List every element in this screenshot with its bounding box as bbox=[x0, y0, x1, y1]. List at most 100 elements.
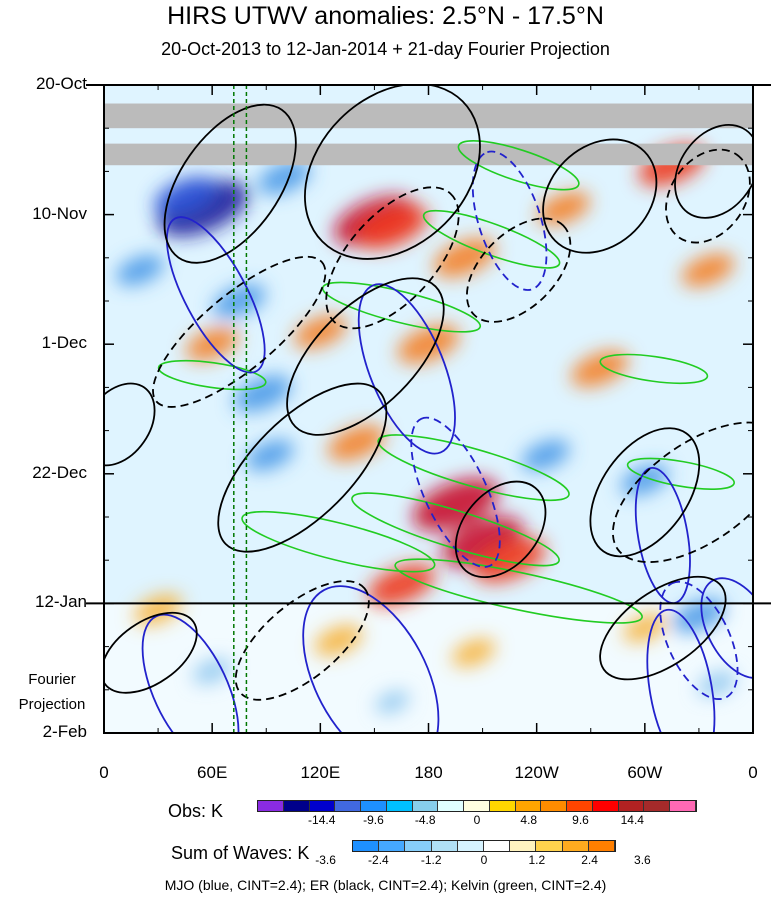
er-contour bbox=[325, 186, 460, 330]
anomaly-blob bbox=[672, 599, 726, 633]
colorbar-tick-label: 14.4 bbox=[620, 813, 644, 827]
colorbar-tick-label: 4.8 bbox=[520, 813, 538, 827]
legend-text: MJO (blue, CINT=2.4); ER (black, CINT=2.… bbox=[164, 877, 607, 893]
colorbar-swatch bbox=[510, 841, 537, 851]
mjo-contour bbox=[646, 608, 716, 733]
kelvin-contour bbox=[626, 457, 735, 490]
colorbar-swatch bbox=[588, 841, 616, 851]
obs-colorbar-label: Obs: K bbox=[168, 801, 224, 821]
anomaly-blob bbox=[397, 324, 460, 364]
anomaly-blob bbox=[697, 671, 737, 697]
anomaly-blob bbox=[134, 594, 182, 625]
anomaly-blob bbox=[327, 424, 386, 462]
colorbar-tick-label: -2.4 bbox=[368, 853, 389, 867]
colorbar-tick-label: -4.8 bbox=[414, 813, 436, 827]
anomaly-blob bbox=[356, 204, 429, 250]
colorbar-swatch bbox=[386, 801, 413, 811]
colorbar-tick-label: -9.6 bbox=[363, 813, 384, 827]
waves-colorbar-label: Sum of Waves: K bbox=[171, 843, 310, 863]
er-contour bbox=[466, 217, 572, 323]
er-contour bbox=[612, 421, 753, 563]
kelvin-contour bbox=[351, 492, 560, 567]
colorbar-swatch bbox=[283, 801, 310, 811]
mjo-contour bbox=[410, 416, 501, 568]
er-contour bbox=[234, 580, 370, 701]
x-tick-label: 60W bbox=[627, 763, 663, 782]
anomaly-blob bbox=[154, 176, 217, 216]
fourier-projection-label: Fourier Projection bbox=[10, 667, 94, 717]
y-tick-label: 22-Dec bbox=[32, 462, 87, 482]
anomaly-blob bbox=[433, 238, 496, 278]
anomaly-blob bbox=[368, 564, 435, 606]
colorbar-swatch bbox=[592, 801, 619, 811]
anomaly-blob bbox=[245, 439, 294, 471]
colorbar-swatch bbox=[484, 841, 511, 851]
colorbar-tick-label: -3.6 bbox=[315, 853, 336, 867]
missing-data-band bbox=[104, 103, 753, 129]
colorbar-swatch bbox=[515, 801, 542, 811]
anomaly-blob bbox=[473, 537, 546, 583]
anomaly-blob bbox=[521, 439, 570, 471]
y-tick-label: 10-Nov bbox=[32, 203, 87, 223]
hovmoller-plot bbox=[86, 84, 771, 734]
colorbar-swatch bbox=[431, 841, 458, 851]
colorbar-swatch bbox=[457, 841, 485, 851]
er-contour bbox=[674, 124, 753, 219]
colorbar-tick-label: 9.6 bbox=[572, 813, 589, 827]
fourier-label-line: Projection bbox=[18, 696, 86, 713]
plot-area bbox=[104, 85, 753, 733]
anomaly-blob bbox=[537, 191, 590, 226]
fourier-label-line: Fourier bbox=[28, 671, 76, 688]
anomaly-blob bbox=[116, 254, 164, 286]
colorbar-swatch bbox=[258, 801, 284, 811]
colorbar-swatch bbox=[536, 841, 563, 851]
colorbar-swatch bbox=[309, 801, 336, 811]
colorbar-swatch bbox=[489, 801, 516, 811]
er-contour bbox=[163, 103, 297, 264]
anomaly-blob bbox=[258, 160, 311, 195]
colorbar-swatch bbox=[618, 801, 645, 811]
x-tick-label: 60E bbox=[197, 763, 228, 782]
kelvin-contour bbox=[457, 140, 580, 191]
colorbar-tick-label: 3.6 bbox=[634, 853, 651, 867]
x-tick-label: 0 bbox=[99, 763, 109, 782]
colorbar-swatch bbox=[644, 801, 671, 811]
anomaly-blob bbox=[375, 691, 410, 714]
anomaly-blob bbox=[623, 614, 667, 642]
colorbar-tick-label: -1.2 bbox=[420, 853, 442, 867]
anomaly-blob bbox=[681, 253, 735, 287]
mjo-contour bbox=[357, 283, 456, 455]
kelvin-contour bbox=[377, 434, 570, 502]
y-tick-label: 2-Feb bbox=[42, 722, 87, 741]
anomaly-blob bbox=[452, 638, 496, 667]
anomaly-blob bbox=[620, 464, 669, 496]
colorbar-swatch bbox=[379, 841, 406, 851]
er-contour bbox=[152, 255, 327, 408]
er-contour bbox=[599, 575, 727, 681]
er-contour bbox=[454, 480, 547, 579]
colorbar-swatch bbox=[361, 801, 387, 811]
anomaly-blob bbox=[193, 658, 232, 684]
y-tick-label: 1-Dec bbox=[41, 333, 87, 353]
x-tick-label: 0 bbox=[748, 763, 758, 782]
colorbar-swatch bbox=[670, 801, 697, 811]
y-tick-label: 12-Jan bbox=[35, 592, 87, 612]
x-tick-label: 180 bbox=[414, 763, 443, 782]
colorbar-tick-label: -14.4 bbox=[308, 813, 336, 827]
kelvin-contour bbox=[157, 359, 267, 391]
colorbar-swatch bbox=[567, 801, 593, 811]
x-tick-label: 120E bbox=[300, 763, 341, 782]
y-tick-label: 20-Oct bbox=[35, 74, 87, 93]
colorbar-tick-label: 1.2 bbox=[528, 853, 546, 867]
colorbar-tick-label: 2.4 bbox=[581, 853, 598, 867]
er-contour bbox=[589, 427, 701, 558]
kelvin-contour bbox=[422, 209, 561, 269]
colorbar-swatch bbox=[335, 801, 362, 811]
colorbar-swatch bbox=[412, 801, 439, 811]
mjo-contour bbox=[659, 580, 739, 700]
colorbar-swatch bbox=[353, 841, 380, 851]
colorbar-tick-label: 0 bbox=[480, 853, 488, 867]
colorbar-swatch bbox=[562, 841, 589, 851]
waves-colorbar bbox=[352, 840, 616, 852]
er-contour bbox=[217, 382, 388, 553]
